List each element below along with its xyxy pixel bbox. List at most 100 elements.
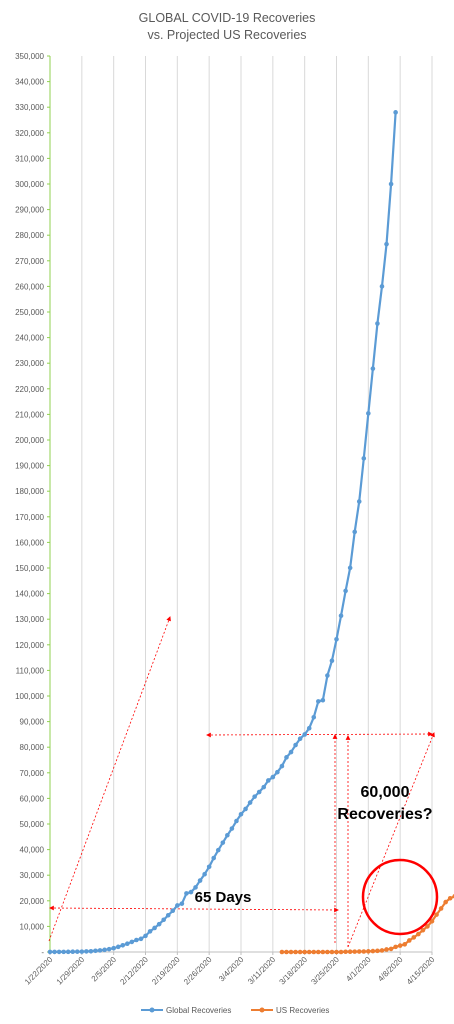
series-0-point (247, 800, 253, 805)
y-tick-label: 180,000 (15, 487, 44, 496)
series-0-point (88, 948, 94, 954)
series-line-0 (49, 112, 397, 954)
series-0-point (134, 937, 139, 943)
x-tick-label: 1/29/2020 (55, 955, 87, 987)
series-1-point (420, 927, 426, 933)
series-1-point (379, 948, 385, 953)
series-0-point (311, 714, 317, 720)
series-1-point (356, 949, 362, 954)
series-0-point (206, 864, 212, 870)
series-1-point (338, 949, 344, 955)
series-0-point (129, 939, 135, 945)
y-tick-label: 190,000 (15, 462, 44, 471)
y-tick-label: 320,000 (15, 129, 44, 138)
x-tick-label: 3/25/2020 (309, 955, 341, 987)
days-gap-arrow (49, 905, 339, 913)
legend-label-0: Global Recoveries (166, 1006, 231, 1015)
series-0-point (175, 903, 180, 908)
x-tick-label: 2/12/2020 (118, 955, 150, 987)
y-tick-label: 90,000 (20, 718, 45, 727)
y-tick-label: 150,000 (15, 564, 44, 573)
series-0-point (316, 699, 321, 704)
series-0-point (356, 499, 362, 504)
series-0-point (65, 949, 71, 955)
series-1-point (434, 912, 439, 917)
series-1-point (402, 942, 408, 947)
series-0-point (79, 949, 85, 954)
y-tick-label: 340,000 (15, 78, 44, 87)
series-0-point (366, 411, 371, 416)
series-1-point (375, 948, 380, 954)
series-1-point (438, 906, 444, 911)
series-1-point (388, 946, 394, 952)
legend-swatch-marker-0 (149, 1007, 155, 1013)
y-tick-label: 290,000 (15, 206, 44, 215)
y-tick-label: 280,000 (15, 231, 44, 240)
trend-arrow-us (347, 732, 435, 948)
series-1-point (370, 948, 376, 954)
x-tick-label: 3/18/2020 (278, 955, 310, 987)
series-0-point (102, 947, 107, 953)
series-0-point (252, 794, 257, 799)
series-1-point (425, 924, 430, 929)
series-1-point (329, 949, 335, 955)
series-0-point (234, 818, 239, 824)
annotation-arrows (48, 616, 435, 948)
series-0-point (329, 658, 335, 664)
annotation-65-days: 65 Days (195, 889, 252, 906)
series-0-point (284, 755, 289, 760)
series-0-point (97, 948, 103, 953)
series-0-point (384, 241, 389, 247)
series-0-point (147, 929, 153, 934)
y-tick-label: 270,000 (15, 257, 44, 266)
annotation-labels: 65 Days 60,000 Recoveries? (195, 784, 439, 936)
series-1-point (279, 949, 285, 955)
series-0-point (188, 889, 194, 895)
series-0-point (56, 949, 62, 955)
series-1-point (297, 949, 303, 955)
series-1-point (447, 895, 453, 901)
y-tick-label: 330,000 (15, 103, 44, 112)
series-0-point (338, 613, 344, 618)
y-tick-label: 80,000 (20, 743, 45, 752)
series-0-point (265, 778, 271, 783)
y-tick-label: 110,000 (16, 666, 45, 675)
series-0-point (115, 944, 121, 950)
y-tick-label: 140,000 (15, 590, 44, 599)
series-1-point (411, 935, 417, 940)
series-0-point (347, 565, 353, 571)
y-tick-label: 120,000 (15, 641, 44, 650)
series-0-point (225, 832, 230, 838)
y-tick-label: - (41, 948, 44, 957)
series-0-point (306, 725, 312, 731)
series-0-point (279, 763, 285, 769)
series-1-point (302, 949, 307, 955)
series-0-point (61, 949, 66, 955)
series-1-point (406, 938, 412, 943)
series-0-point (184, 891, 189, 896)
series-0-point (161, 917, 166, 923)
legend: Global Recoveries US Recoveries (141, 1006, 329, 1015)
series-0-point (165, 912, 171, 918)
series-1-point (288, 949, 294, 955)
annotation-recoveries-line-1: 60,000 (361, 784, 410, 801)
series-0-point (202, 871, 207, 877)
highlight-circle (361, 858, 439, 936)
series-1-point (311, 949, 317, 955)
series-0-point (93, 948, 98, 954)
y-tick-label: 20,000 (20, 897, 45, 906)
series-0-point (370, 366, 376, 371)
series-0-point (393, 110, 398, 115)
chart-title-line-2: vs. Projected US Recoveries (147, 28, 306, 42)
series-0-point (288, 749, 294, 755)
series-0-point (156, 921, 162, 927)
series-0-point (84, 949, 89, 954)
y-tick-label: 350,000 (15, 52, 44, 61)
y-tick-label: 240,000 (15, 334, 44, 343)
series-lines (47, 110, 454, 955)
x-tick-label: 2/19/2020 (150, 955, 182, 987)
series-0-point (47, 949, 53, 955)
series-1-point (443, 899, 448, 905)
